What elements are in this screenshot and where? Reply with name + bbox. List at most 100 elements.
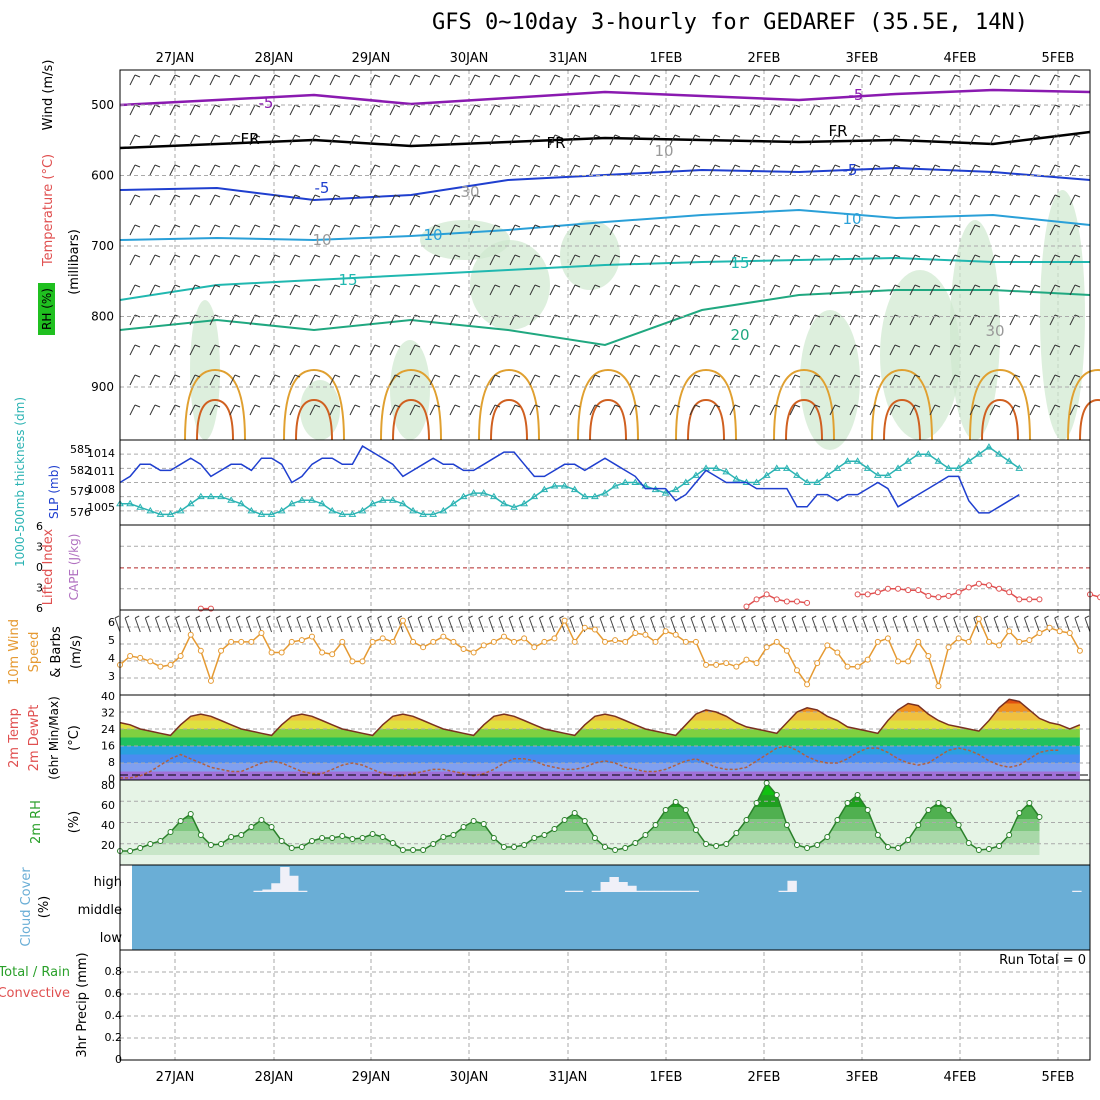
wind-barb <box>794 164 801 168</box>
wind-barb <box>1049 104 1056 116</box>
wind-barb <box>929 194 936 206</box>
wind-barb <box>209 254 216 266</box>
wind-barb <box>789 164 796 176</box>
wind-barb <box>429 374 436 386</box>
wind-barb <box>1034 284 1041 288</box>
cloud-unit-label: (%) <box>37 896 52 919</box>
wind-barb <box>674 194 681 198</box>
wind-barb <box>794 134 801 138</box>
wind-barb <box>829 134 836 146</box>
wind-barb <box>949 74 956 86</box>
rh-axis-label: RH (%) <box>40 288 54 330</box>
temp-contour <box>478 368 540 441</box>
wind-barb <box>774 134 781 138</box>
lifted-index-point <box>763 591 770 598</box>
wind-barb <box>1009 284 1016 296</box>
temp-line <box>119 698 1081 737</box>
wind-barb <box>834 164 841 168</box>
temperature-contour <box>119 208 1091 242</box>
rh-point <box>965 840 972 846</box>
wind-barb <box>954 404 961 408</box>
wind-speed-point <box>389 638 396 645</box>
thickness-point <box>520 499 529 507</box>
wind-barb <box>909 254 916 266</box>
wind-barb <box>569 344 576 356</box>
wind-barb <box>174 254 181 258</box>
wind-barb <box>194 254 201 258</box>
wind-barb <box>874 164 881 168</box>
wind-speed-point <box>369 638 376 645</box>
slp-line <box>119 445 1020 514</box>
wind-speed-point <box>319 649 326 656</box>
wind-barb <box>185 617 192 633</box>
wind-barb <box>993 617 1000 633</box>
wind-barb <box>434 254 441 258</box>
wind-barb <box>869 134 876 146</box>
wind-barb <box>809 134 816 146</box>
rh-shading <box>800 310 860 450</box>
wind-barb <box>349 104 356 116</box>
wind-barb <box>689 104 696 116</box>
wind-barb <box>774 404 781 408</box>
wind-barb <box>1013 617 1020 633</box>
temp-contour <box>785 398 823 441</box>
wind-barb <box>554 344 561 348</box>
wind-barb <box>829 194 836 206</box>
wind-barb <box>1074 164 1081 168</box>
wind-speed-point <box>238 638 245 645</box>
rh-point <box>723 841 730 847</box>
thickness-point <box>530 492 539 500</box>
contour-label: FR <box>828 122 847 140</box>
wind-speed-point <box>793 667 800 674</box>
wind-barb <box>269 104 276 116</box>
wind-barb <box>409 344 416 356</box>
temp-contour <box>981 398 1019 441</box>
date-label-top: 1FEB <box>650 51 683 66</box>
wind-barb <box>589 284 596 296</box>
high-cloud-bar <box>280 867 290 892</box>
rh-point <box>622 845 629 851</box>
high-cloud-bar <box>564 890 575 892</box>
wind-barb <box>414 374 421 378</box>
wind-barb <box>394 404 401 408</box>
wind-barb <box>669 404 676 416</box>
wind-barb <box>872 617 879 633</box>
wind-barb <box>274 254 281 258</box>
wind-barb <box>449 314 456 326</box>
rh-point <box>652 822 659 828</box>
wind-barb <box>174 104 181 108</box>
wind-barb <box>309 104 316 116</box>
wind-barb <box>909 404 916 416</box>
wind-barb <box>634 164 641 168</box>
wind-barb <box>1054 404 1061 408</box>
wind-barb <box>394 344 401 348</box>
wind-barb <box>949 344 956 356</box>
wind-barb <box>609 254 616 266</box>
wind-barb <box>594 254 601 258</box>
rh-point <box>612 847 619 853</box>
lifted-index-tick: 6 <box>36 602 43 615</box>
wind-barb <box>389 344 396 356</box>
wind-barb <box>569 374 576 386</box>
lifted-index-point <box>793 598 800 605</box>
wind-barb <box>1074 404 1081 408</box>
cloud-level-label: middle <box>78 903 122 918</box>
wind-barb <box>954 314 961 318</box>
wind-barb <box>599 617 606 633</box>
wind-barb <box>834 74 841 78</box>
temp-contour <box>295 398 333 441</box>
wind-barb <box>129 404 136 416</box>
wind-barb <box>929 344 936 356</box>
wind-barb <box>534 254 541 258</box>
wind-barb <box>809 374 816 386</box>
wind-barb <box>189 134 196 146</box>
wind-barb <box>329 224 336 236</box>
date-label-top: 30JAN <box>450 51 489 66</box>
wind-barb <box>649 134 656 146</box>
wind-barb <box>933 615 938 619</box>
thickness-point <box>136 503 145 510</box>
rh-point <box>410 847 417 853</box>
wind-barb <box>1084 615 1090 619</box>
wind-barb <box>169 104 176 116</box>
thickness-point <box>126 499 134 507</box>
